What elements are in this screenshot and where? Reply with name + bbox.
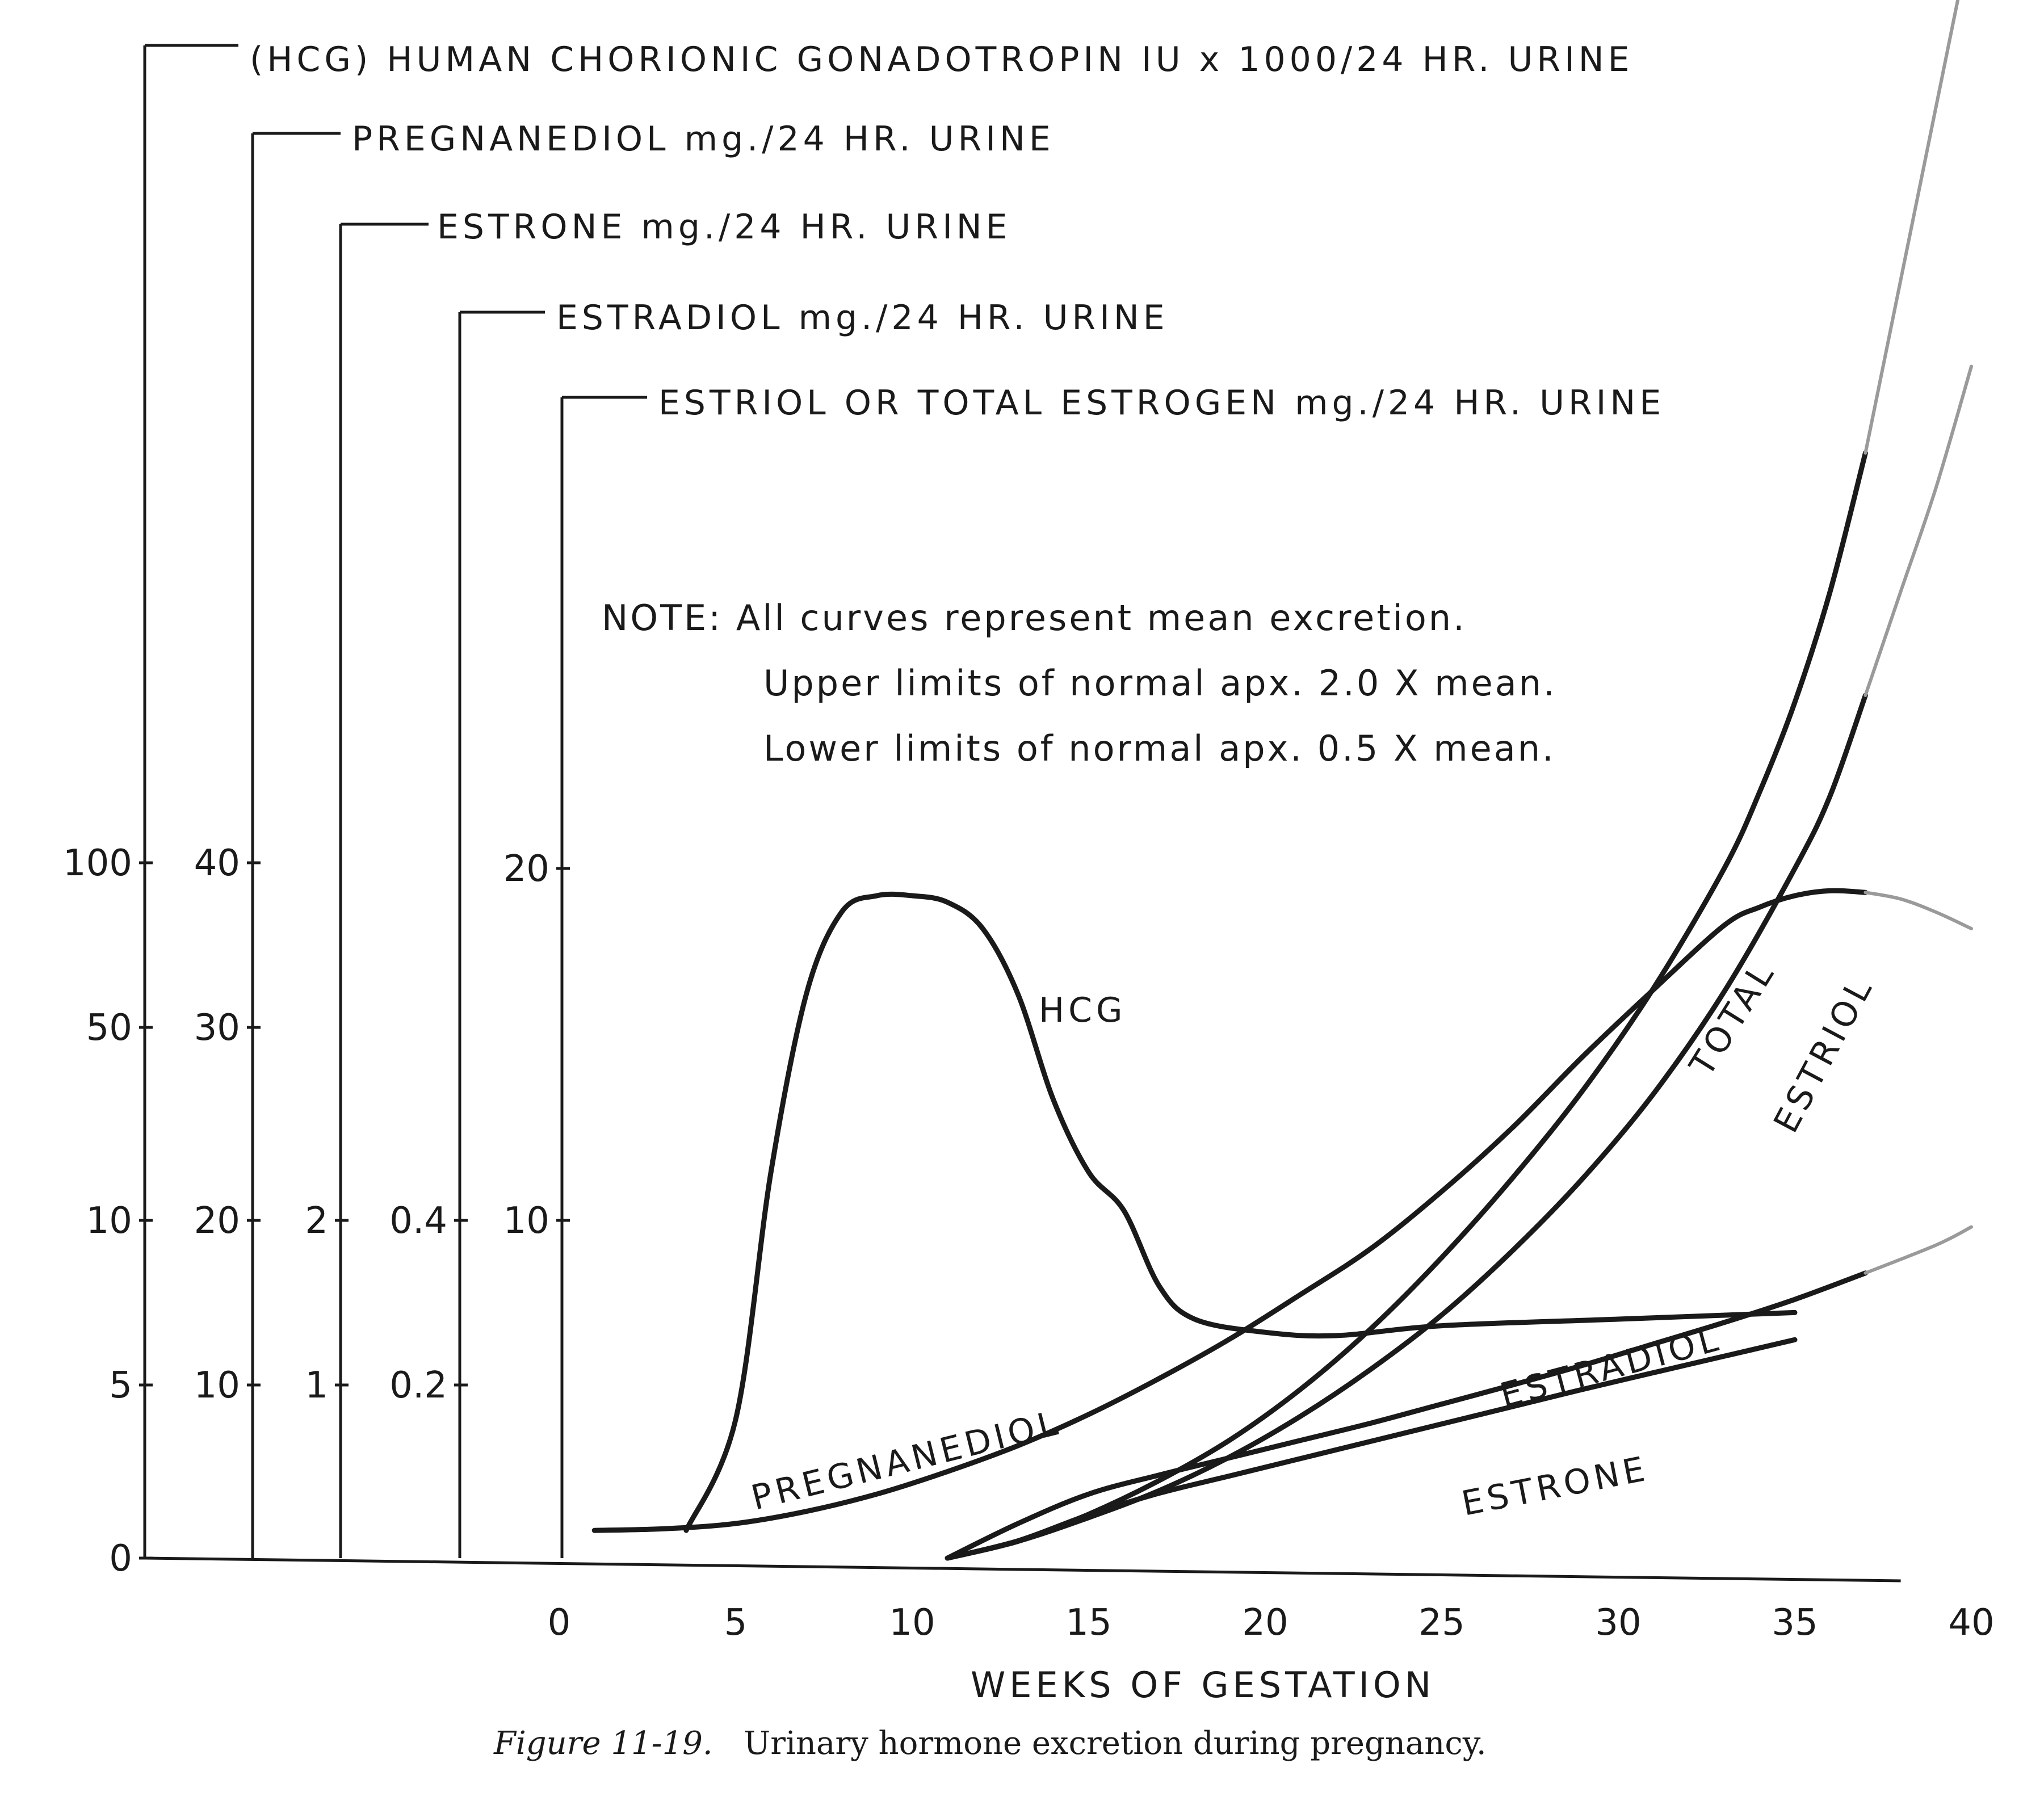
pregnanediol-axis-title: PREGNANEDIOL mg./24 HR. URINE	[352, 119, 1055, 159]
preg-tick-label: 30	[194, 1007, 240, 1049]
x-tick-label: 20	[1242, 1602, 1288, 1644]
note-line-2: Upper limits of normal apx. 2.0 X mean.	[763, 662, 1557, 704]
hcg-tick-label: 10	[86, 1200, 132, 1242]
x-tick-label: 0	[548, 1602, 571, 1644]
estradiol-curve-label: ESTRADIOL	[1496, 1319, 1726, 1416]
estrone-curve-extension	[1863, 1225, 1973, 1275]
curves-layer	[591, 0, 1973, 1561]
estriol-curve-extension	[1863, 364, 1973, 697]
ticks-layer: 0 5 10 50 100 10 20 30 40 1 2 0.2 0.4 10 20 0 5 10 15 20 25 3…	[63, 842, 1995, 1644]
estradiol-curve	[945, 1337, 1798, 1561]
x-axis-title: WEEKS OF GESTATION	[971, 1664, 1435, 1706]
hcg-axis-title: (HCG) HUMAN CHORIONIC GONADOTROPIN IU x …	[250, 40, 1634, 79]
estrone-curve	[945, 1270, 1868, 1561]
estrone-tick-label: 1	[305, 1365, 328, 1407]
axes-layer	[143, 44, 1901, 1583]
estrone-tick-label: 2	[305, 1200, 328, 1242]
hcg-tick-label: 5	[109, 1365, 132, 1407]
preg-tick-label: 20	[194, 1200, 240, 1242]
x-axis-line	[144, 1556, 1901, 1583]
x-tick-label: 10	[889, 1602, 935, 1644]
pregnanediol-curve-label: PREGNANEDIOL	[748, 1403, 1065, 1518]
hcg-curve	[683, 891, 1798, 1533]
note-line-1: NOTE: All curves represent mean excretio…	[602, 597, 1467, 639]
x-tick-label: 15	[1065, 1602, 1111, 1644]
preg-tick-label: 10	[194, 1365, 240, 1407]
estradiol-tick-label: 0.2	[389, 1365, 447, 1407]
pregnanediol-curve	[591, 888, 1868, 1533]
x-tick-label: 25	[1418, 1602, 1464, 1644]
estriol-tick-label: 10	[503, 1200, 549, 1242]
x-tick-label: 35	[1772, 1602, 1818, 1644]
estriol-axis-title: ESTRIOL OR TOTAL ESTROGEN mg./24 HR. URI…	[658, 383, 1665, 423]
hcg-tick-label: 0	[109, 1538, 132, 1580]
total-estrogen-curve	[945, 450, 1868, 1561]
estradiol-axis-title: ESTRADIOL mg./24 HR. URINE	[556, 298, 1169, 338]
pregnanediol-curve-extension	[1863, 891, 1973, 930]
x-tick-label: 5	[724, 1602, 748, 1644]
estriol-tick-label: 20	[503, 848, 549, 890]
hcg-tick-label: 100	[63, 842, 132, 884]
note-line-3: Lower limits of normal apx. 0.5 X mean.	[763, 728, 1556, 769]
total-estrogen-curve-extension	[1863, 0, 1960, 455]
estriol-curve	[945, 692, 1868, 1561]
hcg-tick-label: 50	[86, 1007, 132, 1049]
estradiol-tick-label: 0.4	[389, 1200, 447, 1242]
preg-tick-label: 40	[194, 842, 240, 884]
caption-text: Urinary hormone excretion during pregnan…	[744, 1725, 1487, 1762]
total-curve-label: TOTAL	[1682, 954, 1783, 1084]
x-tick-label: 40	[1948, 1602, 1994, 1644]
hcg-curve-label: HCG	[1039, 990, 1127, 1030]
estrone-curve-label: ESTRONE	[1459, 1449, 1652, 1523]
caption-number: Figure 11-19.	[493, 1725, 713, 1762]
estriol-curve-label: ESTRIOL	[1766, 969, 1881, 1139]
x-tick-label: 30	[1595, 1602, 1641, 1644]
estrone-axis-title: ESTRONE mg./24 HR. URINE	[437, 207, 1011, 247]
